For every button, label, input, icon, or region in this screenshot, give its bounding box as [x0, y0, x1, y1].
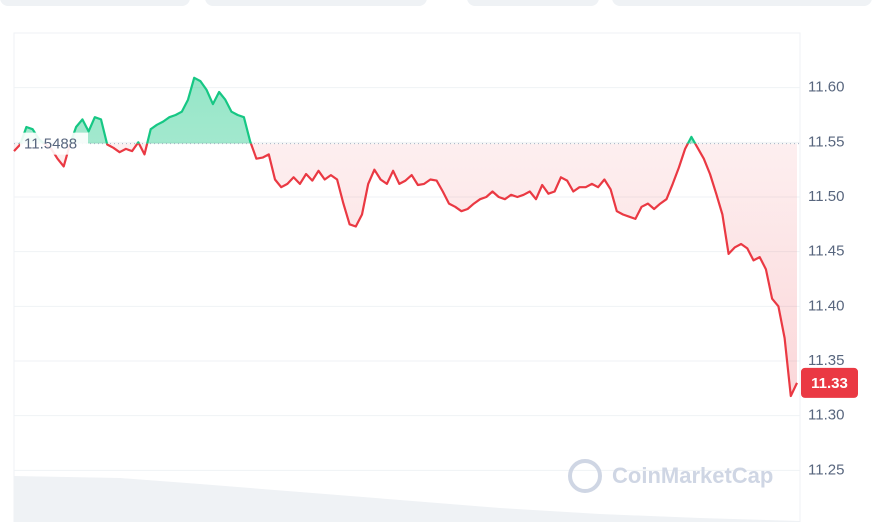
y-tick-label: 11.50 — [808, 188, 844, 205]
current-price-bg — [801, 367, 858, 398]
price-line-down — [13, 143, 798, 398]
y-tick-label: 11.60 — [808, 79, 844, 96]
tab[interactable] — [205, 0, 427, 6]
tab[interactable] — [467, 0, 599, 6]
y-tick-label: 11.40 — [808, 297, 844, 314]
plot-frame — [13, 32, 801, 522]
tab[interactable] — [0, 0, 190, 6]
baseline-label-bg — [20, 132, 88, 155]
top-tabs[interactable] — [0, 0, 872, 6]
tab[interactable] — [612, 0, 872, 6]
watermark: CoinMarketCap — [568, 459, 773, 493]
baseline-label: 11.5488 — [24, 136, 77, 153]
current-price-label: 11.33 — [811, 375, 848, 392]
area-up — [14, 77, 797, 144]
y-tick-label: 11.35 — [808, 352, 844, 369]
volume-area — [14, 476, 800, 522]
y-tick-label: 11.25 — [808, 461, 844, 478]
y-tick-label: 11.45 — [808, 243, 844, 260]
area-down — [14, 143, 797, 396]
price-line-up — [19, 76, 697, 144]
watermark-logo — [568, 459, 602, 493]
watermark-text: CoinMarketCap — [612, 463, 773, 488]
y-tick-label: 11.55 — [808, 133, 844, 150]
y-tick-label: 11.30 — [808, 407, 844, 424]
